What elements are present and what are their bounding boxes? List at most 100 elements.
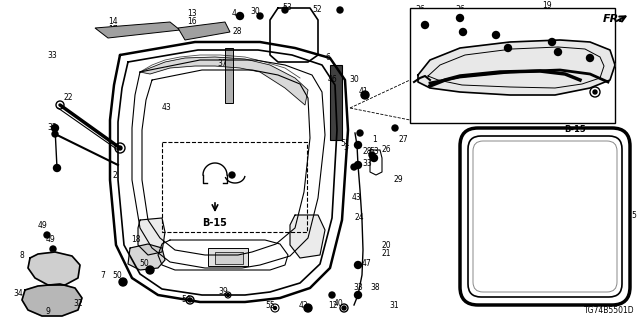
Text: 3: 3 bbox=[344, 143, 348, 153]
Text: 30: 30 bbox=[349, 76, 359, 84]
Text: 33: 33 bbox=[47, 124, 57, 132]
Text: 36: 36 bbox=[493, 41, 503, 50]
Text: B-15: B-15 bbox=[564, 125, 586, 134]
Text: 9: 9 bbox=[45, 308, 51, 316]
Text: 34: 34 bbox=[13, 289, 23, 298]
Text: 44: 44 bbox=[492, 51, 502, 60]
Text: 28: 28 bbox=[362, 148, 372, 156]
Text: 27: 27 bbox=[398, 135, 408, 145]
Bar bbox=[330, 65, 342, 140]
Text: 46: 46 bbox=[328, 76, 338, 84]
Bar bbox=[410, 8, 615, 123]
Text: 2: 2 bbox=[113, 171, 117, 180]
Text: 44: 44 bbox=[443, 30, 453, 39]
Circle shape bbox=[355, 292, 362, 299]
Circle shape bbox=[351, 164, 357, 170]
Text: 49: 49 bbox=[37, 221, 47, 230]
Circle shape bbox=[493, 31, 499, 38]
Circle shape bbox=[361, 91, 369, 99]
Circle shape bbox=[342, 306, 346, 310]
Circle shape bbox=[369, 152, 375, 158]
Polygon shape bbox=[95, 22, 180, 38]
Text: 36: 36 bbox=[455, 5, 465, 14]
Text: 45: 45 bbox=[433, 20, 443, 29]
Circle shape bbox=[227, 293, 230, 297]
Circle shape bbox=[329, 292, 335, 298]
Text: 53: 53 bbox=[369, 148, 379, 156]
Text: 31: 31 bbox=[389, 300, 399, 309]
Circle shape bbox=[357, 130, 363, 136]
Text: 42: 42 bbox=[298, 300, 308, 309]
FancyBboxPatch shape bbox=[473, 141, 617, 292]
Circle shape bbox=[118, 146, 122, 150]
Bar bbox=[215, 252, 243, 264]
Text: 28: 28 bbox=[232, 28, 242, 36]
Polygon shape bbox=[140, 57, 308, 105]
Circle shape bbox=[422, 21, 429, 28]
Circle shape bbox=[337, 7, 343, 13]
Circle shape bbox=[188, 298, 192, 302]
Text: 48: 48 bbox=[423, 68, 433, 76]
Text: 43: 43 bbox=[161, 102, 171, 111]
Circle shape bbox=[119, 278, 127, 286]
Text: 43: 43 bbox=[351, 194, 361, 203]
Text: 48: 48 bbox=[431, 92, 441, 101]
Text: 33: 33 bbox=[362, 158, 372, 167]
Circle shape bbox=[456, 14, 463, 21]
Text: 4: 4 bbox=[232, 9, 236, 18]
Text: 22: 22 bbox=[63, 92, 73, 101]
Text: 32: 32 bbox=[73, 299, 83, 308]
Text: 14: 14 bbox=[108, 18, 118, 27]
Text: 26: 26 bbox=[381, 146, 391, 155]
Circle shape bbox=[355, 141, 362, 148]
Text: 45: 45 bbox=[544, 60, 554, 69]
Circle shape bbox=[273, 307, 276, 309]
Text: FR.: FR. bbox=[603, 14, 624, 24]
Polygon shape bbox=[418, 40, 615, 95]
Polygon shape bbox=[290, 215, 325, 258]
Circle shape bbox=[282, 7, 288, 13]
Circle shape bbox=[355, 261, 362, 268]
Text: 1: 1 bbox=[372, 135, 378, 145]
Text: 39: 39 bbox=[218, 287, 228, 297]
Text: 20: 20 bbox=[381, 242, 391, 251]
Text: 47: 47 bbox=[361, 259, 371, 268]
Text: 49: 49 bbox=[45, 236, 55, 244]
Text: 33: 33 bbox=[353, 284, 363, 292]
Bar bbox=[225, 48, 233, 103]
Polygon shape bbox=[178, 22, 230, 40]
Text: 5: 5 bbox=[632, 211, 636, 220]
Text: 37: 37 bbox=[217, 60, 227, 68]
Circle shape bbox=[548, 38, 556, 45]
Text: 45: 45 bbox=[463, 51, 473, 60]
Circle shape bbox=[371, 155, 378, 162]
Text: 21: 21 bbox=[381, 250, 391, 259]
Polygon shape bbox=[28, 252, 80, 285]
Circle shape bbox=[52, 131, 58, 137]
Circle shape bbox=[586, 54, 593, 61]
Text: 12: 12 bbox=[328, 300, 338, 309]
Circle shape bbox=[50, 246, 56, 252]
Text: 13: 13 bbox=[187, 9, 197, 18]
Text: 35: 35 bbox=[592, 85, 602, 94]
Polygon shape bbox=[128, 244, 165, 270]
Text: 50: 50 bbox=[139, 259, 149, 268]
Text: 8: 8 bbox=[20, 252, 24, 260]
Text: B-15: B-15 bbox=[203, 218, 227, 228]
Circle shape bbox=[392, 125, 398, 131]
FancyBboxPatch shape bbox=[460, 128, 630, 305]
Circle shape bbox=[304, 304, 312, 312]
Text: 50: 50 bbox=[112, 270, 122, 279]
Circle shape bbox=[51, 124, 58, 132]
Circle shape bbox=[355, 162, 362, 169]
Text: 16: 16 bbox=[187, 17, 197, 26]
Bar bbox=[162, 142, 307, 232]
Text: 36: 36 bbox=[415, 5, 425, 14]
Polygon shape bbox=[138, 218, 165, 255]
Text: 54: 54 bbox=[181, 295, 191, 305]
Text: 24: 24 bbox=[354, 213, 364, 222]
Circle shape bbox=[54, 164, 61, 172]
Circle shape bbox=[593, 90, 597, 94]
Circle shape bbox=[44, 232, 50, 238]
Text: 33: 33 bbox=[47, 51, 57, 60]
